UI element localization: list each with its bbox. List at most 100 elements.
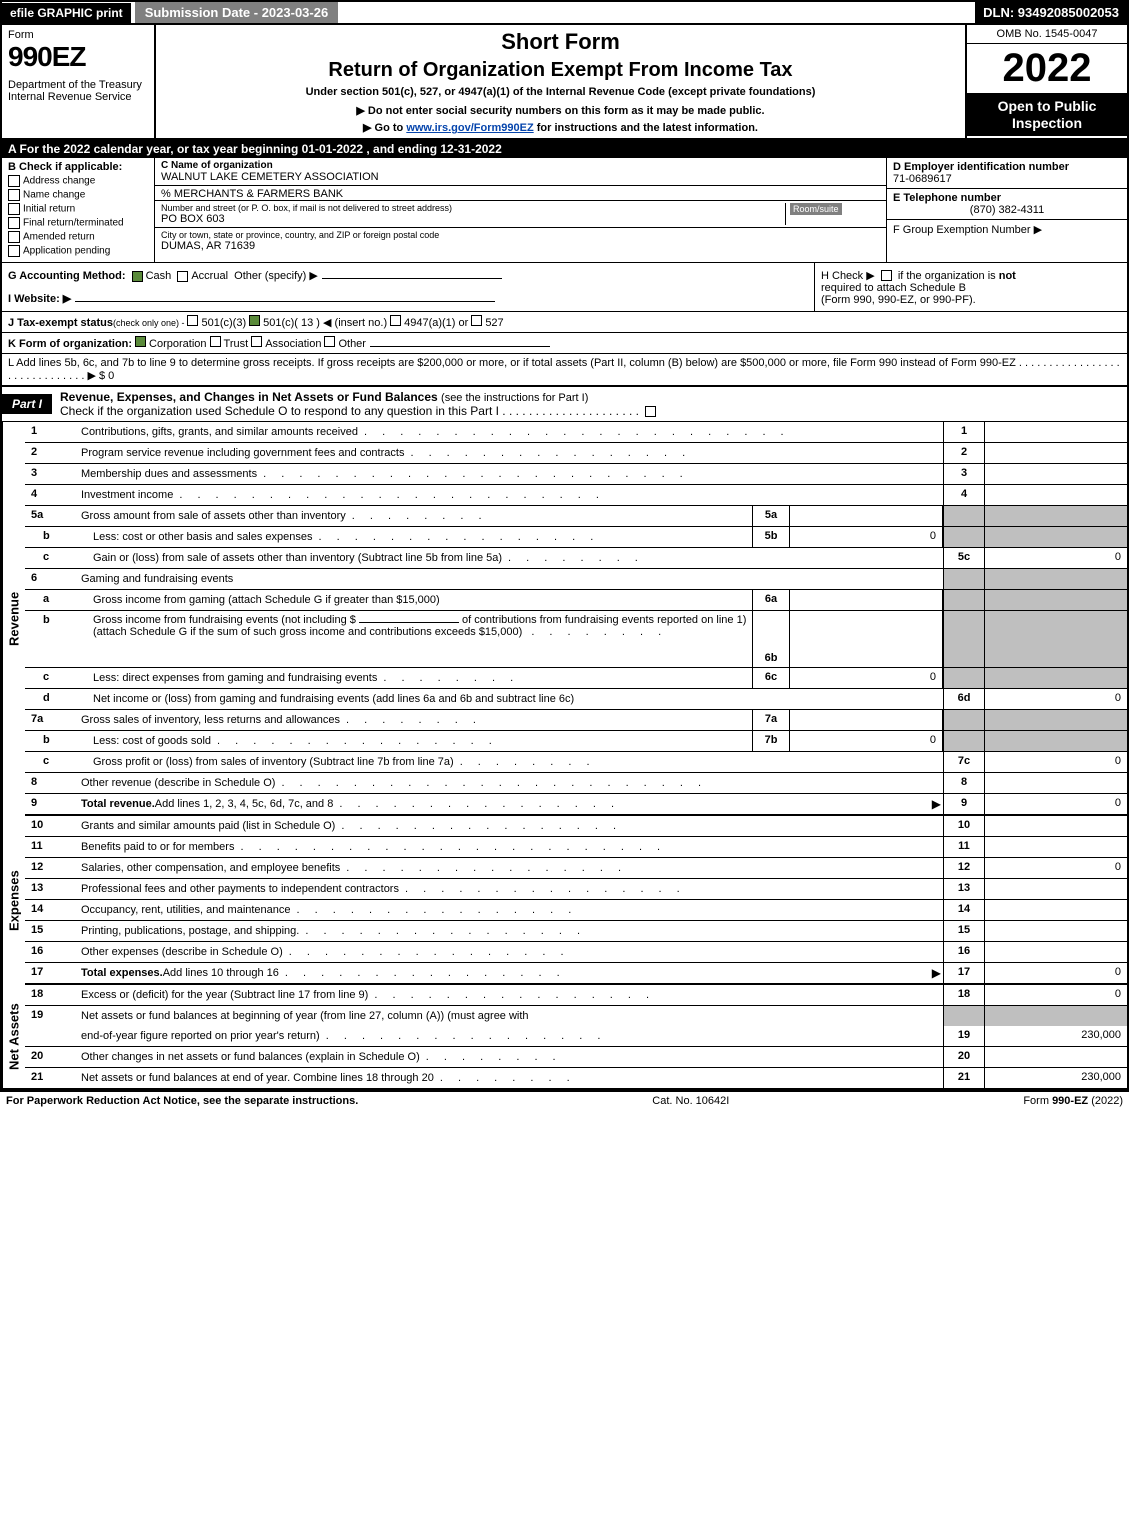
row-20: 20 Other changes in net assets or fund b… (25, 1047, 1127, 1068)
chk-address-change[interactable] (8, 175, 20, 187)
r17-arrow: ▶ (932, 966, 941, 980)
chk-accrual[interactable] (177, 271, 188, 282)
r21-dots: . . . . . . . . (440, 1072, 935, 1085)
r6b-pre: Gross income from fundraising events (no… (93, 614, 356, 626)
chk-name-change[interactable] (8, 189, 20, 201)
r6b-num: b (25, 611, 91, 667)
row-1: 1 Contributions, gifts, grants, and simi… (25, 422, 1127, 443)
r6b-blank (359, 622, 459, 623)
lbl-corp: Corporation (149, 338, 206, 350)
chk-501c[interactable] (249, 315, 260, 326)
r9-desc2: Add lines 1, 2, 3, 4, 5c, 6d, 7c, and 8 (155, 798, 334, 810)
r6b-amt-shaded (984, 611, 1127, 667)
lbl-cash: Cash (146, 270, 172, 282)
r16-amt (984, 942, 1127, 962)
r6b-ln-shaded (943, 611, 984, 667)
r17-ln: 17 (943, 963, 984, 983)
revenue-group: Revenue 1 Contributions, gifts, grants, … (0, 422, 1129, 816)
r8-num: 8 (25, 773, 79, 793)
chk-assoc[interactable] (251, 336, 262, 347)
r1-ln: 1 (943, 422, 984, 442)
lbl-accrual: Accrual (191, 270, 228, 282)
r11-desc: Benefits paid to or for members (81, 841, 234, 853)
r5a-desc: Gross amount from sale of assets other t… (81, 510, 346, 522)
r7b-minival: 0 (790, 731, 943, 751)
chk-final-return[interactable] (8, 217, 20, 229)
lbl-527: 527 (485, 317, 503, 329)
r2-desc: Program service revenue including govern… (81, 447, 404, 459)
part-1-sub: (see the instructions for Part I) (441, 392, 588, 404)
row-18: 18 Excess or (deficit) for the year (Sub… (25, 985, 1127, 1006)
r19a-ln-shaded (943, 1006, 984, 1026)
city-label: City or town, state or province, country… (161, 230, 880, 240)
column-de: D Employer identification number 71-0689… (887, 158, 1127, 262)
r5a-mini: 5a (752, 506, 790, 526)
r14-num: 14 (25, 900, 79, 920)
r19b-dots: . . . . . . . . . . . . . . . . (326, 1030, 935, 1043)
footer-left: For Paperwork Reduction Act Notice, see … (6, 1095, 358, 1107)
chk-cash[interactable] (132, 271, 143, 282)
irs-link[interactable]: www.irs.gov/Form990EZ (406, 122, 533, 134)
expenses-group: Expenses 10 Grants and similar amounts p… (0, 816, 1129, 985)
b-label: B Check if applicable: (8, 161, 148, 173)
top-bar: efile GRAPHIC print Submission Date - 20… (0, 0, 1129, 25)
r16-desc: Other expenses (describe in Schedule O) (81, 946, 283, 958)
chk-corp[interactable] (135, 336, 146, 347)
j-sub: (check only one) - (113, 318, 185, 328)
r16-num: 16 (25, 942, 79, 962)
j-tax-exempt: J Tax-exempt status (check only one) - 5… (0, 312, 1129, 333)
r15-ln: 15 (943, 921, 984, 941)
part-1-check-dots: . . . . . . . . . . . . . . . . . . . . … (502, 404, 639, 418)
r20-num: 20 (25, 1047, 79, 1067)
chk-4947[interactable] (390, 315, 401, 326)
revenue-side-label: Revenue (2, 422, 25, 816)
chk-trust[interactable] (210, 336, 221, 347)
r12-amt: 0 (984, 858, 1127, 878)
r4-ln: 4 (943, 485, 984, 505)
r5b-dots: . . . . . . . . . . . . . . . . (319, 531, 744, 544)
h-mid: if the organization is (895, 270, 999, 282)
dept-treasury: Department of the Treasury (8, 79, 148, 91)
r6-amt-shaded (984, 569, 1127, 589)
chk-501c3[interactable] (187, 315, 198, 326)
r21-num: 21 (25, 1068, 79, 1088)
dln: DLN: 93492085002053 (975, 2, 1127, 23)
r19b-num (25, 1026, 79, 1046)
under-section: Under section 501(c), 527, or 4947(a)(1)… (160, 86, 961, 98)
r3-dots: . . . . . . . . . . . . . . . . . . . . … (263, 468, 935, 481)
form-header: Form 990EZ Department of the Treasury In… (0, 25, 1129, 140)
chk-application-pending[interactable] (8, 245, 20, 257)
r3-num: 3 (25, 464, 79, 484)
r17-dots: . . . . . . . . . . . . . . . . (285, 967, 926, 980)
lbl-501c3: 501(c)(3) (201, 317, 246, 329)
efile-print-button[interactable]: efile GRAPHIC print (2, 3, 131, 23)
chk-initial-return[interactable] (8, 203, 20, 215)
r7b-amt-shaded (984, 731, 1127, 751)
r19a-desc: Net assets or fund balances at beginning… (81, 1010, 529, 1022)
street-address: PO BOX 603 (161, 213, 785, 225)
r20-desc: Other changes in net assets or fund bala… (81, 1051, 420, 1063)
d-ein-label: D Employer identification number (893, 161, 1121, 173)
chk-amended-return[interactable] (8, 231, 20, 243)
r5a-dots: . . . . . . . . (352, 510, 744, 523)
r13-ln: 13 (943, 879, 984, 899)
chk-other-org[interactable] (324, 336, 335, 347)
row-4: 4 Investment income. . . . . . . . . . .… (25, 485, 1127, 506)
r6a-desc: Gross income from gaming (attach Schedul… (93, 594, 440, 606)
r10-desc: Grants and similar amounts paid (list in… (81, 820, 335, 832)
r7a-ln-shaded (943, 710, 984, 730)
r7a-dots: . . . . . . . . (346, 714, 744, 727)
chk-schedule-b[interactable] (881, 270, 892, 281)
r5b-desc: Less: cost or other basis and sales expe… (93, 531, 313, 543)
r6c-num: c (25, 668, 91, 688)
chk-527[interactable] (471, 315, 482, 326)
r6a-ln-shaded (943, 590, 984, 610)
r6a-num: a (25, 590, 91, 610)
footer-right: Form 990-EZ (2022) (1023, 1095, 1123, 1107)
chk-schedule-o-part1[interactable] (645, 406, 656, 417)
r7b-mini: 7b (752, 731, 790, 751)
r2-amt (984, 443, 1127, 463)
r11-num: 11 (25, 837, 79, 857)
r6d-ln: 6d (943, 689, 984, 709)
r6c-minival: 0 (790, 668, 943, 688)
